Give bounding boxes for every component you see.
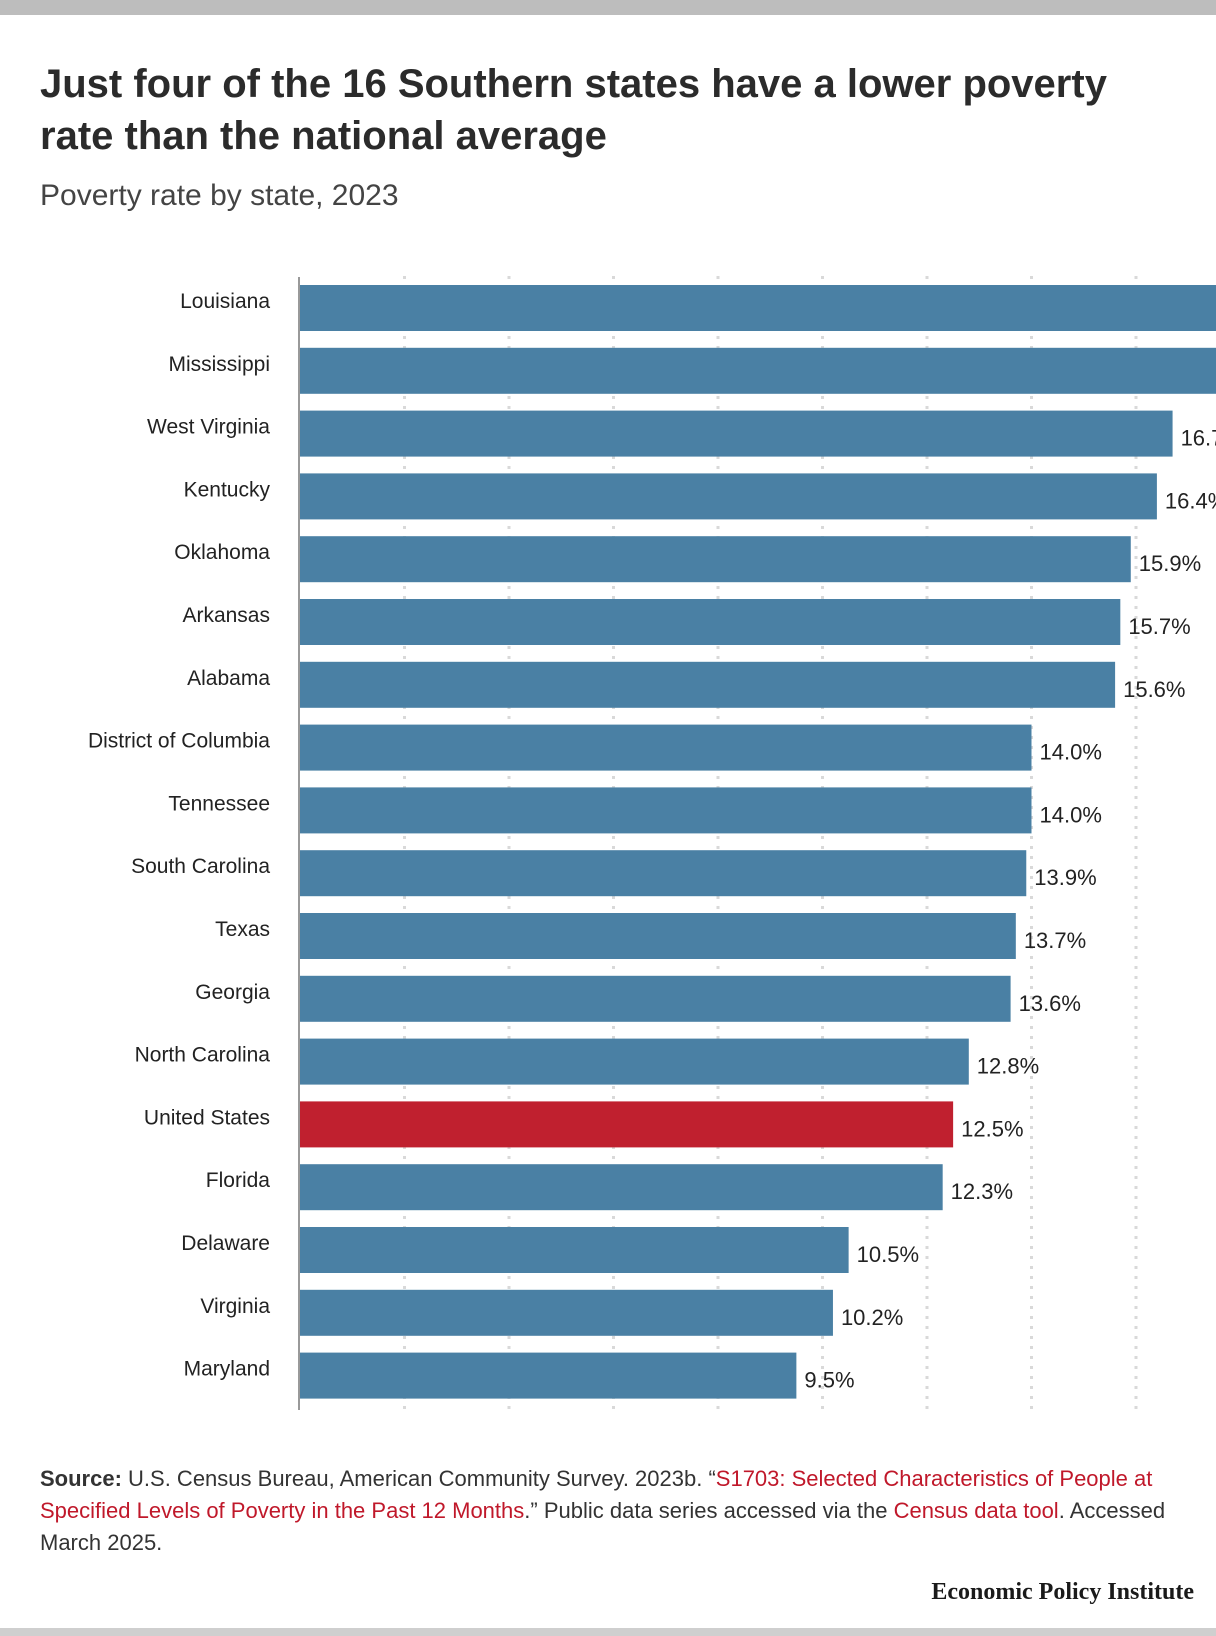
bar: [300, 975, 1011, 1022]
data-label: 13.9%: [1034, 865, 1096, 890]
category-label: Delaware: [181, 1232, 270, 1255]
category-label: South Carolina: [131, 855, 270, 878]
data-label: 12.5%: [961, 1116, 1023, 1141]
source-note: Source: U.S. Census Bureau, American Com…: [40, 1463, 1180, 1559]
category-label: Mississippi: [168, 353, 270, 376]
bar: [300, 724, 1032, 771]
category-label: Louisiana: [180, 290, 270, 313]
category-label: Arkansas: [182, 604, 270, 627]
bar: [300, 410, 1173, 457]
bar: [300, 661, 1116, 708]
bar: [300, 1164, 943, 1211]
category-label: Georgia: [195, 981, 270, 1004]
category-label: Maryland: [184, 1358, 270, 1381]
source-text-1: U.S. Census Bureau, American Community S…: [121, 1466, 716, 1491]
chart-subtitle: Poverty rate by state, 2023: [40, 179, 399, 212]
data-label: 13.7%: [1024, 928, 1086, 953]
source-text-2: .” Public data series accessed via the: [524, 1498, 894, 1523]
category-label: Virginia: [200, 1295, 270, 1318]
data-label: 9.5%: [804, 1368, 854, 1393]
bar: [300, 913, 1016, 959]
bar: [300, 1038, 969, 1085]
data-label: 12.8%: [977, 1054, 1039, 1079]
bar-highlight: [300, 1101, 954, 1148]
category-label: North Carolina: [135, 1044, 271, 1067]
category-label: Florida: [206, 1169, 271, 1192]
category-label: Texas: [215, 918, 270, 941]
data-label: 13.6%: [1019, 991, 1081, 1016]
data-label: 15.9%: [1139, 551, 1201, 576]
chart-title: Just four of the 16 Southern states have…: [40, 62, 1107, 158]
bottom-border: [0, 1628, 1216, 1636]
bar: [300, 1227, 849, 1273]
data-label: 10.5%: [857, 1242, 919, 1267]
category-label: West Virginia: [147, 416, 270, 439]
top-border: [0, 0, 1216, 15]
data-label: 15.7%: [1128, 614, 1190, 639]
bar: [300, 1289, 833, 1336]
data-label: 14.0%: [1040, 802, 1102, 827]
category-label: District of Columbia: [88, 730, 270, 753]
bar: [300, 850, 1027, 897]
source-link-census-tool[interactable]: Census data tool: [893, 1498, 1059, 1523]
bar: [300, 473, 1157, 520]
data-label: 12.3%: [951, 1179, 1013, 1204]
data-label: 10.2%: [841, 1305, 903, 1330]
bar: [300, 599, 1121, 645]
category-label: Alabama: [187, 667, 270, 690]
category-label: Tennessee: [168, 792, 270, 815]
data-label: 15.6%: [1123, 677, 1185, 702]
category-label: United States: [144, 1106, 270, 1129]
source-label: Source:: [40, 1466, 122, 1491]
bar: [300, 787, 1032, 834]
bar-chart: Louisiana18.9%Mississippi18.0%West Virgi…: [88, 276, 1216, 1410]
bar: [300, 536, 1131, 583]
bar: [300, 1352, 797, 1399]
category-label: Oklahoma: [174, 541, 270, 564]
bar: [300, 347, 1216, 394]
source-text-3: . Accessed March 2025.: [40, 1498, 1166, 1555]
source-link-s1703[interactable]: S1703: Selected Characteristics of Peopl…: [40, 1466, 1153, 1523]
data-label: 14.0%: [1040, 740, 1102, 765]
category-label: Kentucky: [184, 478, 271, 501]
epi-logo: Economic Policy Institute: [931, 1579, 1194, 1605]
data-label: 16.4%: [1165, 488, 1216, 513]
bar: [300, 285, 1216, 331]
data-label: 16.7%: [1181, 426, 1216, 451]
